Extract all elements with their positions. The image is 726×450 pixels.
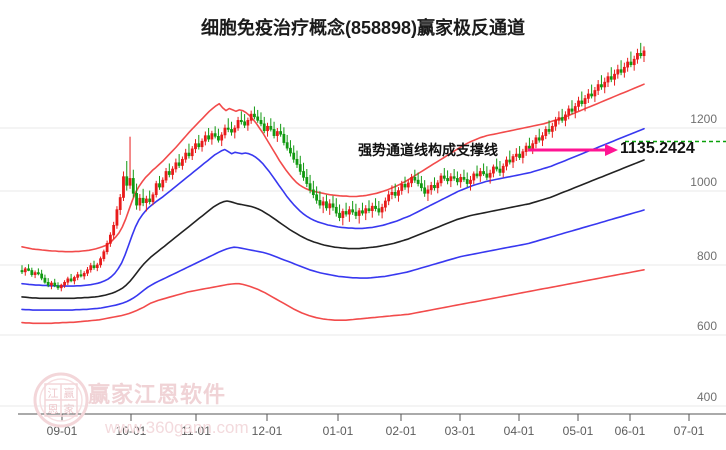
x-axis-label: 10-01 xyxy=(115,424,147,438)
svg-text:赢: 赢 xyxy=(64,386,75,400)
x-axis-label: 05-01 xyxy=(562,424,594,438)
x-axis-label: 07-01 xyxy=(673,424,705,438)
page-title: 细胞免疫治疗概念(858898)赢家极反通道 xyxy=(200,18,526,38)
svg-text:恩: 恩 xyxy=(48,403,59,416)
support-arrow xyxy=(528,144,618,156)
y-axis-label: 1000 xyxy=(690,175,717,189)
svg-text:江: 江 xyxy=(48,387,59,400)
channel-band-lines xyxy=(21,83,645,325)
y-axis-label: 1200 xyxy=(690,112,717,126)
gann-seal-logo: 江 赢 恩 家 xyxy=(33,372,89,428)
watermark-url: www.360gann.com xyxy=(105,418,249,437)
x-axis-label: 09-01 xyxy=(46,424,78,438)
y-axis-label: 400 xyxy=(696,390,717,404)
x-axis-label: 06-01 xyxy=(614,424,646,438)
x-axis-label: 01-01 xyxy=(322,424,354,438)
x-axis-label: 04-01 xyxy=(503,424,535,438)
y-axis-label: 800 xyxy=(696,249,717,263)
x-tick-marks xyxy=(61,414,690,421)
x-axis-label: 11-01 xyxy=(181,424,211,438)
svg-text:家: 家 xyxy=(64,402,75,416)
watermark-brand: 赢家江恩软件 xyxy=(88,382,227,407)
x-axis-label: 12-01 xyxy=(251,424,283,438)
candlestick-series xyxy=(20,42,646,292)
x-axis-label: 02-01 xyxy=(385,424,417,438)
grid-lines xyxy=(0,127,726,407)
last-price-label: 1135.2424 xyxy=(620,140,695,157)
y-axis-label: 600 xyxy=(696,319,717,333)
annotation-label: 强势通道线构成支撑线 xyxy=(358,142,498,158)
x-axis-label: 03-01 xyxy=(444,424,476,438)
